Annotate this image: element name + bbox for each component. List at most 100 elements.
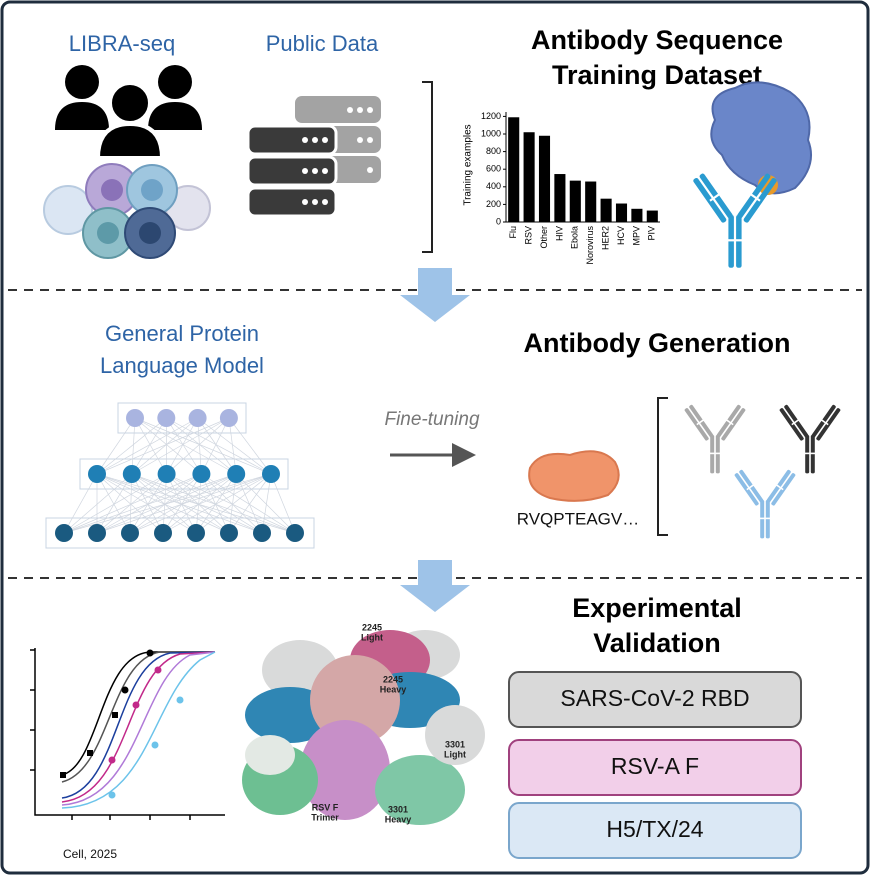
edge [63, 473, 202, 534]
edge [201, 473, 230, 534]
edge [96, 473, 164, 534]
edge [166, 417, 272, 475]
x-tick-label: MPV [631, 226, 641, 246]
structure-label: Heavy [385, 814, 412, 824]
bar-chart: 0 200 400 600 800 1000 1200 Flu RSV Other HIV Ebola… [481, 111, 660, 265]
edge [131, 473, 197, 534]
edge [197, 417, 202, 475]
edge [131, 473, 263, 534]
x-tick-label: HIV [554, 226, 564, 241]
bar [631, 208, 643, 222]
edge [131, 417, 167, 475]
edge [131, 417, 136, 475]
edge [96, 473, 131, 534]
edge [166, 473, 263, 534]
edge [235, 473, 296, 534]
node [227, 465, 246, 483]
edge [131, 473, 164, 534]
edge [166, 473, 296, 534]
y-tick-label: 400 [486, 181, 501, 191]
y-tick-label: 1200 [481, 111, 501, 121]
target-box [508, 739, 802, 796]
structure-label: 3301 [388, 804, 408, 814]
x-tick-label: Norovirus [585, 226, 595, 265]
edge [129, 473, 167, 534]
edge [96, 473, 272, 534]
structure-label: Heavy [380, 684, 407, 694]
database-icon [246, 96, 381, 218]
bar [585, 181, 597, 222]
edge [96, 417, 167, 475]
section-title: Antibody Generation [523, 328, 790, 358]
edge [96, 473, 230, 534]
edge [228, 417, 237, 475]
protein-icon [528, 450, 620, 502]
section-title: Experimental [572, 593, 742, 623]
target-box [508, 671, 802, 728]
edge [166, 473, 197, 534]
edge [162, 473, 167, 534]
edge [129, 473, 133, 534]
bar [646, 210, 658, 222]
edge [96, 473, 133, 534]
flow-arrow [400, 560, 470, 612]
sequence: RVQPTEAGV… [517, 509, 640, 528]
node [55, 524, 73, 542]
people-icon [55, 65, 202, 160]
node [88, 524, 106, 542]
edge [195, 473, 202, 534]
section-title: Validation [593, 628, 721, 658]
node [126, 409, 144, 427]
bar [615, 203, 628, 222]
bar [508, 117, 520, 222]
edge [270, 473, 296, 534]
x-tick-label: HER2 [600, 226, 610, 250]
y-tick-label: 200 [486, 199, 501, 209]
bar [554, 174, 566, 222]
structure-label: 3301 [445, 739, 465, 749]
edge [131, 417, 198, 475]
edge [63, 473, 272, 534]
structure-label: Light [361, 632, 383, 642]
node [122, 465, 141, 483]
node [88, 465, 106, 483]
edge [166, 417, 237, 475]
edge [166, 417, 198, 475]
edge [228, 417, 272, 475]
edge [235, 473, 263, 534]
neural-network [45, 402, 315, 549]
bar [569, 180, 581, 222]
node [187, 524, 205, 542]
x-tick-label: PIV [647, 226, 657, 241]
target-box [508, 802, 802, 859]
edge [96, 473, 263, 534]
edge [201, 473, 263, 534]
bar [600, 198, 612, 222]
step-label: Fine-tuning [384, 409, 479, 430]
target-label: SARS-CoV-2 RBD [560, 685, 749, 711]
y-tick-label: 800 [486, 146, 501, 156]
edge [129, 473, 272, 534]
y-tick-label: 1000 [481, 128, 501, 138]
target-label: RSV-A F [611, 753, 699, 779]
bracket [422, 81, 433, 253]
x-tick-label: Ebola [570, 226, 580, 249]
edge [131, 473, 230, 534]
target-label: H5/TX/24 [606, 816, 703, 842]
edge [134, 417, 202, 475]
edge [201, 473, 296, 534]
edge [162, 473, 202, 534]
y-tick-label: 600 [486, 164, 501, 174]
antibody-antigen-icon [692, 81, 812, 268]
x-tick-label: Flu [508, 226, 518, 239]
node [220, 524, 238, 542]
edge [96, 473, 197, 534]
edge [63, 473, 98, 534]
edge [195, 473, 237, 534]
node [157, 465, 176, 483]
edge [162, 473, 272, 534]
node [121, 524, 139, 542]
structure-label: Light [444, 749, 466, 759]
edge [96, 417, 198, 475]
